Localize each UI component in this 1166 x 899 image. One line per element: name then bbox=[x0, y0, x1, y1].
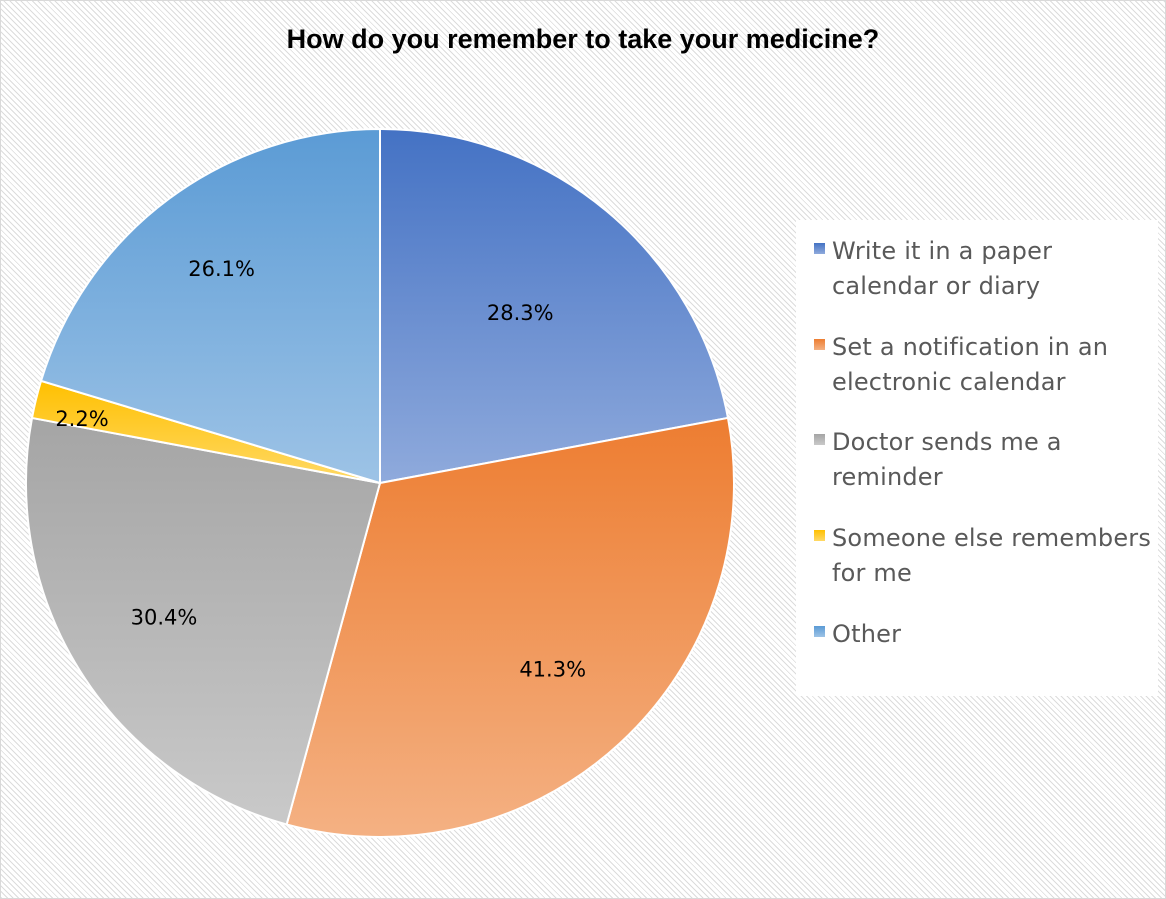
pie-slice-doctor-reminder bbox=[25, 416, 382, 826]
pie-slice-other bbox=[39, 127, 381, 485]
data-label-someone-else: 2.2% bbox=[55, 407, 108, 431]
data-label-doctor-reminder: 30.4% bbox=[131, 605, 198, 629]
legend-label: Someone else remembers for me bbox=[832, 524, 1152, 587]
legend-swatch bbox=[814, 339, 825, 350]
chart-title: How do you remember to take your medicin… bbox=[286, 24, 880, 54]
legend-label: Other bbox=[832, 620, 902, 648]
pie-slice-electronic-calendar bbox=[285, 416, 735, 838]
legend-label: Doctor sends me a reminder bbox=[832, 428, 1062, 491]
pie-slice-paper-calendar bbox=[379, 127, 730, 485]
legend-swatch bbox=[814, 434, 825, 445]
data-label-paper-calendar: 28.3% bbox=[487, 301, 554, 325]
legend-swatch bbox=[814, 626, 825, 637]
legend-swatch bbox=[814, 530, 825, 541]
legend-label: Set a notification in an electronic cale… bbox=[832, 333, 1109, 396]
legend: Write it in a paper calendar or diary Se… bbox=[796, 220, 1158, 696]
data-label-electronic-calendar: 41.3% bbox=[519, 657, 586, 681]
legend-swatch bbox=[814, 243, 825, 254]
data-label-other: 26.1% bbox=[188, 257, 255, 281]
legend-label: Write it in a paper calendar or diary bbox=[832, 237, 1053, 300]
